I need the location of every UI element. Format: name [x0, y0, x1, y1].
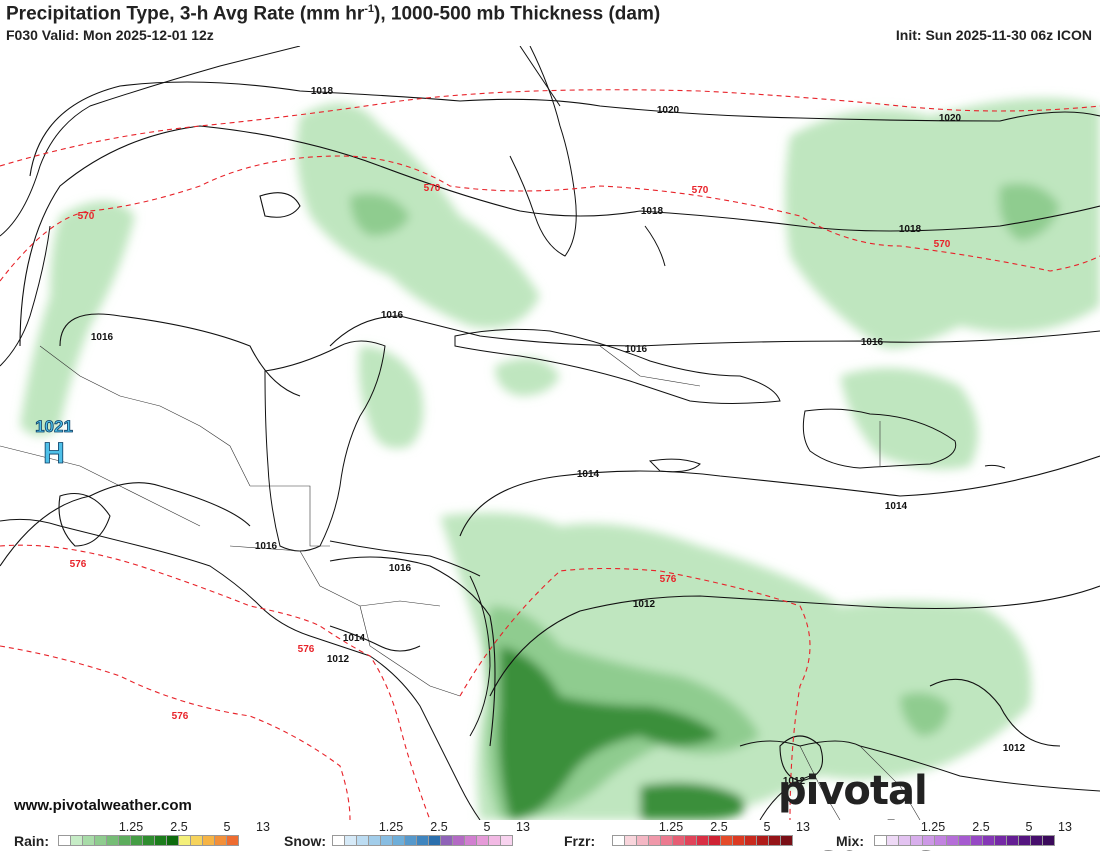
isobars [0, 81, 1100, 782]
high-pressure-center: 1021 H [35, 417, 74, 471]
map-title: Precipitation Type, 3-h Avg Rate (mm hr-… [6, 3, 661, 25]
legend: Rain: 1.25 2.5 5 13 Snow: 1.25 2.5 5 13 … [0, 820, 1100, 850]
legend-mix-label: Mix: [836, 833, 864, 849]
isobar-label: 1020 [939, 113, 962, 124]
thickness-label: 576 [70, 559, 87, 570]
isobar-label: 1018 [641, 206, 664, 217]
legend-snow-label: Snow: [284, 833, 326, 849]
legend-rain-tick: 5 [223, 820, 231, 834]
isobar-label: 1016 [861, 337, 884, 348]
thickness-label: 570 [692, 185, 709, 196]
legend-swatch [500, 835, 513, 846]
thickness-label: 570 [934, 239, 951, 250]
legend-rain-scale [58, 835, 239, 846]
legend-frzr-scale [612, 835, 793, 846]
legend-swatch [1042, 835, 1055, 846]
legend-mix-tick: 1.25 [920, 820, 946, 834]
legend-frzr-tick: 5 [763, 820, 771, 834]
thickness-label: 570 [424, 183, 441, 194]
isobar-label: 1012 [327, 654, 350, 665]
legend-rain-tick: 1.25 [118, 820, 144, 834]
legend-mix-tick: 2.5 [972, 820, 990, 834]
isobar-label: 1012 [1003, 743, 1026, 754]
valid-time: F030 Valid: Mon 2025-12-01 12z [6, 27, 214, 43]
thickness-labels: 570 570 570 570 576 576 576 576 [70, 183, 951, 722]
thickness-label: 576 [172, 711, 189, 722]
legend-rain-label: Rain: [14, 833, 49, 849]
legend-snow-scale [332, 835, 513, 846]
isobar-label: 1014 [577, 469, 600, 480]
isobar-label: 1016 [255, 541, 278, 552]
legend-frzr-tick: 1.25 [658, 820, 684, 834]
legend-frzr-tick: 13 [796, 820, 810, 834]
isobar-label: 1014 [343, 633, 366, 644]
legend-frzr-label: Frzr: [564, 833, 596, 849]
legend-rain-tick: 2.5 [170, 820, 188, 834]
political-borders [0, 345, 921, 820]
isobar-label: 1012 [783, 776, 806, 787]
legend-snow-tick: 1.25 [378, 820, 404, 834]
isobar-label: 1018 [899, 224, 922, 235]
precipitation-field [20, 98, 1100, 820]
legend-mix-tick: 5 [1025, 820, 1033, 834]
init-time: Init: Sun 2025-11-30 06z ICON [895, 27, 1092, 43]
isobar-label: 1014 [885, 501, 908, 512]
isobar-label: 1020 [657, 105, 680, 116]
isobar-label: 1012 [633, 599, 656, 610]
legend-swatch [226, 835, 239, 846]
legend-mix-tick: 13 [1058, 820, 1072, 834]
legend-snow-tick: 13 [516, 820, 530, 834]
isobar-labels: 1018 1020 1020 1018 1018 1016 1016 1016 … [91, 86, 1026, 787]
legend-rain-tick: 13 [256, 820, 270, 834]
legend-mix-scale [874, 835, 1055, 846]
thickness-label: 576 [660, 574, 677, 585]
website-label: www.pivotalweather.com [14, 797, 192, 814]
isobar-label: 1016 [625, 344, 648, 355]
thickness-contours [0, 89, 1100, 820]
thickness-label: 576 [298, 644, 315, 655]
legend-frzr-tick: 2.5 [710, 820, 728, 834]
isobar-label: 1016 [389, 563, 412, 574]
isobar-label: 1018 [311, 86, 334, 97]
isobar-label: 1016 [91, 332, 114, 343]
legend-snow-tick: 5 [483, 820, 491, 834]
weather-map[interactable]: 1018 1020 1020 1018 1018 1016 1016 1016 … [0, 46, 1100, 820]
isobar-label: 1016 [381, 310, 404, 321]
high-pressure-letter: H [43, 437, 65, 470]
coastlines [0, 46, 1100, 820]
legend-swatch [780, 835, 793, 846]
thickness-label: 570 [78, 211, 95, 222]
high-pressure-value: 1021 [35, 417, 73, 436]
legend-snow-tick: 2.5 [430, 820, 448, 834]
